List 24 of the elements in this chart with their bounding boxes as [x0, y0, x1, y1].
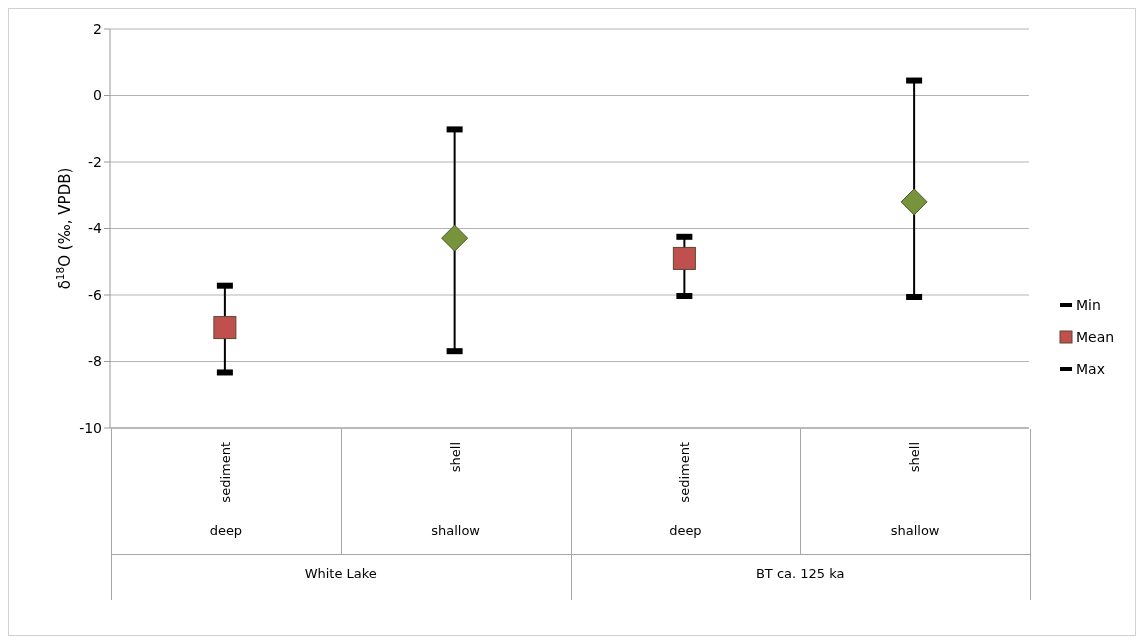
y-tick-label: 0 [93, 87, 102, 104]
text: shallow [889, 523, 941, 538]
text: BT ca. 125 ka [754, 566, 846, 581]
legend-label: Min [1076, 297, 1101, 313]
y-tick-label: -6 [88, 286, 103, 303]
text: shallow [430, 523, 481, 538]
text: deep [668, 523, 703, 538]
x-tick-label: shell [907, 442, 923, 473]
text: deep [208, 523, 244, 538]
point [900, 188, 928, 216]
text: White Lake [303, 566, 378, 581]
point [441, 224, 469, 252]
y-tick-label: -8 [88, 353, 102, 370]
point [672, 246, 696, 270]
x-tick-label: sediment [217, 442, 233, 503]
x-tick-label: sediment [677, 442, 693, 503]
y-tick-label: -4 [88, 220, 103, 237]
y-tick-label: -2 [88, 153, 102, 170]
y-tick-label: -10 [79, 419, 102, 436]
legend-label: Max [1076, 361, 1105, 377]
y-tick-label: 2 [93, 20, 102, 37]
point [213, 316, 237, 340]
x-tick-label: shell [447, 442, 463, 473]
legend-label: Mean [1076, 329, 1115, 345]
